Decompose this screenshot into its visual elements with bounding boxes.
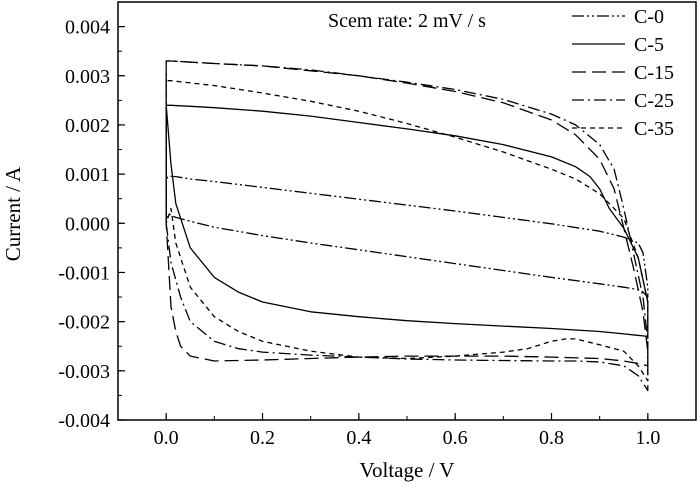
y-tick-label: -0.002 [58, 312, 110, 334]
legend-label-c-15: C-15 [634, 62, 674, 84]
y-tick-label: 0.002 [65, 115, 110, 137]
x-tick-label: 0.0 [154, 427, 179, 449]
y-axis-title: Current / A [1, 166, 25, 261]
legend-label-c-25: C-25 [634, 90, 674, 112]
series-line-c-35 [165, 80, 649, 382]
y-tick-label: 0.004 [65, 17, 110, 39]
legend-label-c-5: C-5 [634, 34, 664, 56]
scan-rate-annotation: Scem rate: 2 mV / s [328, 10, 486, 32]
series-line-c-0 [165, 175, 649, 298]
y-tick-label: -0.001 [58, 262, 110, 284]
y-tick-label: -0.003 [58, 361, 110, 383]
y-tick-label: 0.003 [65, 66, 110, 88]
y-tick-label: -0.004 [58, 410, 110, 432]
x-tick-label: 0.2 [250, 427, 275, 449]
series-line-c-15 [165, 60, 649, 367]
x-tick-label: 1.0 [635, 427, 660, 449]
axes-layer: 0.0 0.2 0.4 0.6 0.8 1.0 -0.004 -0.003 -0.002 -0.0… [58, 17, 697, 449]
legend-label-c-0: C-0 [634, 6, 664, 28]
x-tick-label: 0.8 [539, 427, 564, 449]
legend: C-0 C-5 C-15 C-25 C-35 [572, 6, 674, 140]
series-layer [165, 60, 649, 392]
plot-area-frame [117, 1, 697, 421]
x-axis-title: Voltage / V [360, 458, 455, 482]
x-tick-label: 0.6 [443, 427, 468, 449]
y-tick-label: 0.001 [65, 164, 110, 186]
y-tick-label: 0.000 [65, 213, 110, 235]
legend-label-c-35: C-35 [634, 118, 674, 140]
x-tick-label: 0.4 [346, 427, 371, 449]
